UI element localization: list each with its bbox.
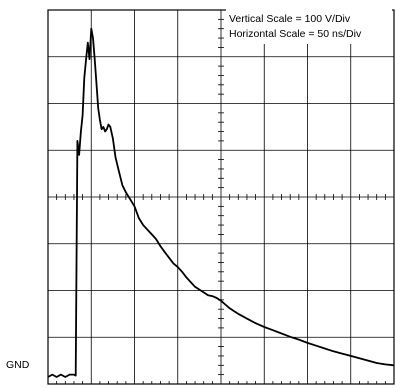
scale-annotation-box <box>226 8 392 44</box>
waveform <box>47 27 395 378</box>
waveform-trace <box>47 27 395 378</box>
graticule <box>47 9 395 385</box>
ground-label: GND <box>6 359 30 371</box>
horizontal-scale-annotation: Horizontal Scale = 50 ns/Div <box>229 28 362 40</box>
vertical-scale-annotation: Vertical Scale = 100 V/Div <box>229 13 351 25</box>
